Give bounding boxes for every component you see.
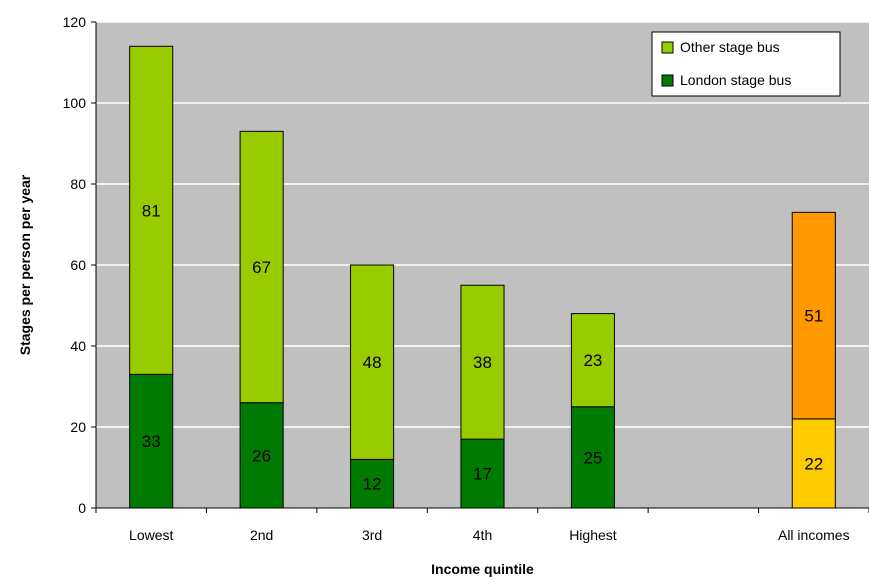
bar-4th-1 [460,284,505,440]
bar-lowest-1 [129,45,174,375]
x-axis-title: Income quintile [431,561,534,577]
bar-highest-1 [570,313,615,408]
data-label: 48 [363,353,382,372]
data-labels: 33 81 26 67 12 48 17 38 25 23 22 51 [142,201,823,493]
data-label: 12 [363,475,382,494]
data-label: 38 [473,353,492,372]
bar-highest-0 [570,406,615,509]
y-tick-label: 0 [78,500,86,516]
x-tick-label: All incomes [778,527,850,543]
x-tick-label: 3rd [362,527,382,543]
x-tick-label: 4th [473,527,492,543]
bar-all-incomes-1 [791,211,836,420]
data-label: 26 [252,446,271,465]
legend-swatch [661,41,674,54]
y-tick-label: 80 [70,176,86,192]
data-label: 51 [804,307,823,326]
y-tick-label: 20 [70,419,86,435]
legend-swatch [661,74,674,87]
data-label: 25 [583,448,602,467]
data-label: 67 [252,258,271,277]
legend-label: Other stage bus [680,39,780,55]
legend-box [651,31,841,97]
data-label: 22 [804,454,823,473]
y-tick-label: 60 [70,257,86,273]
data-label: 33 [142,432,161,451]
x-tick-label: 2nd [250,527,273,543]
data-label: 81 [142,201,161,220]
data-label: 23 [583,351,602,370]
bar-2nd-1 [239,130,284,404]
y-tick-label: 120 [63,14,87,30]
legend: Other stage bus London stage bus [651,31,841,97]
data-label: 17 [473,465,492,484]
y-tick-label: 40 [70,338,86,354]
bar-lowest-0 [129,373,174,509]
axes: 0 20 40 60 80 100 120 Lowest 2nd 3rd 4th Highest All… [63,14,869,543]
bar-3rd-1 [350,264,395,460]
legend-label: London stage bus [680,72,791,88]
y-tick-label: 100 [63,95,87,111]
bars [129,45,836,509]
x-tick-label: Lowest [129,527,173,543]
y-axis-title: Stages per person per year [17,174,33,355]
x-tick-label: Highest [569,527,617,543]
